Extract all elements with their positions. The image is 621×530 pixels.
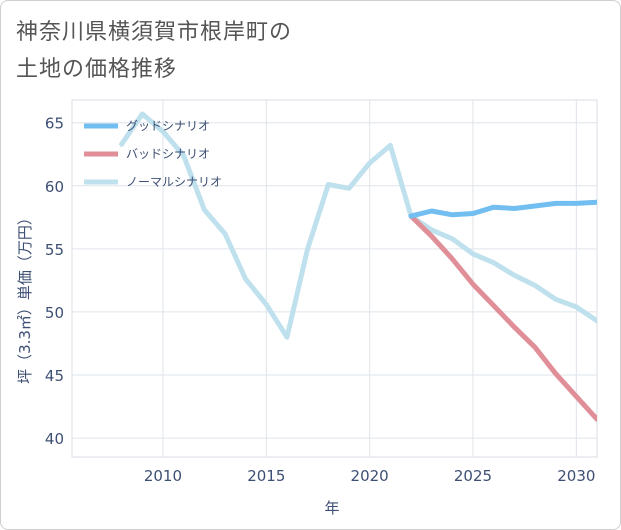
y-tick-label: 40 bbox=[45, 430, 64, 448]
title-line-2: 土地の価格推移 bbox=[16, 57, 178, 82]
x-tick-label: 2025 bbox=[454, 467, 492, 485]
series-layer bbox=[119, 111, 597, 422]
y-tick-label: 65 bbox=[45, 115, 64, 133]
y-axis-label: 坪（3.3㎡）単価（万円） bbox=[16, 210, 34, 384]
series-line-1 bbox=[408, 199, 597, 219]
x-tick-label: 2015 bbox=[247, 467, 285, 485]
chart-title: 神奈川県横須賀市根岸町の 土地の価格推移 bbox=[16, 14, 292, 88]
title-line-1: 神奈川県横須賀市根岸町の bbox=[16, 20, 293, 45]
x-tick-label: 2020 bbox=[351, 467, 389, 485]
series-line-2 bbox=[408, 213, 597, 422]
grid bbox=[72, 100, 597, 457]
x-tick-label: 2010 bbox=[144, 467, 182, 485]
legend-label: バッドシナリオ bbox=[126, 147, 210, 161]
y-tick-label: 60 bbox=[45, 178, 64, 196]
legend-label: ノーマルシナリオ bbox=[126, 175, 222, 189]
x-axis-label: 年 bbox=[324, 499, 339, 517]
x-tick-label: 2030 bbox=[557, 467, 595, 485]
series-line-3 bbox=[119, 111, 597, 340]
tick-labels: 2010 2015 2020 2025 2030 40 45 50 55 60 65 bbox=[45, 115, 596, 485]
y-tick-label: 45 bbox=[45, 367, 64, 385]
legend-label: グッドシナリオ bbox=[126, 119, 210, 133]
y-tick-label: 55 bbox=[45, 241, 64, 259]
plot-area bbox=[71, 99, 598, 458]
y-tick-label: 50 bbox=[45, 304, 64, 322]
